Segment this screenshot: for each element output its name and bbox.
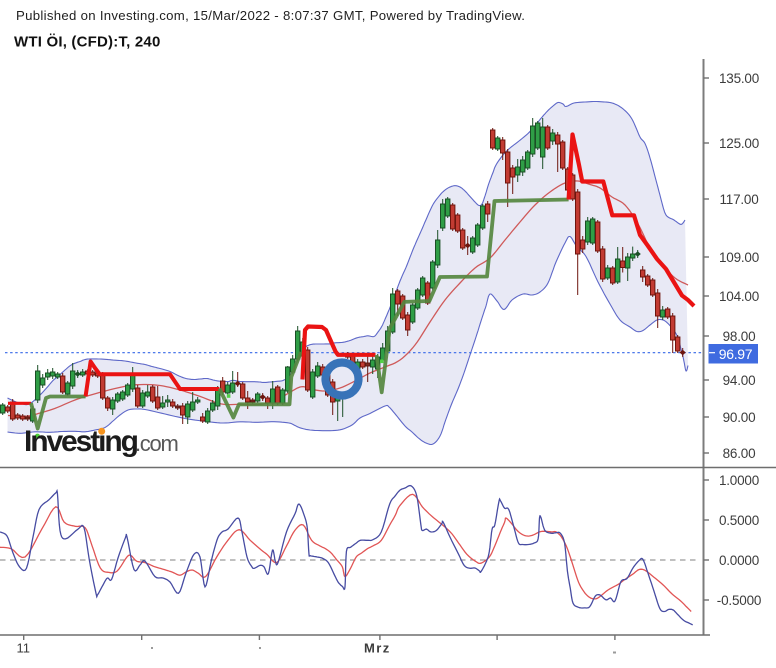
svg-text:135.00: 135.00 bbox=[719, 71, 759, 86]
svg-text:104.00: 104.00 bbox=[719, 289, 759, 304]
svg-text:11: 11 bbox=[17, 641, 31, 656]
svg-text:Investing: Investing bbox=[24, 425, 138, 458]
svg-text:0.0000: 0.0000 bbox=[719, 553, 759, 568]
svg-text:Mrz: Mrz bbox=[364, 641, 391, 656]
svg-text:109.00: 109.00 bbox=[719, 250, 759, 265]
svg-text:.com: .com bbox=[135, 431, 177, 456]
svg-text:Published on Investing.com, 15: Published on Investing.com, 15/Mar/2022 … bbox=[16, 8, 525, 23]
svg-text:125.00: 125.00 bbox=[719, 136, 759, 151]
svg-text:WTI ÖI, (CFD):T, 240: WTI ÖI, (CFD):T, 240 bbox=[14, 34, 161, 51]
svg-text:1.0000: 1.0000 bbox=[719, 473, 759, 488]
svg-text:86.00: 86.00 bbox=[723, 446, 756, 461]
svg-text:90.00: 90.00 bbox=[723, 410, 756, 425]
svg-text:117.00: 117.00 bbox=[719, 192, 758, 207]
svg-text:94.00: 94.00 bbox=[723, 373, 756, 388]
svg-text:98.00: 98.00 bbox=[723, 329, 756, 344]
svg-text:-0.5000: -0.5000 bbox=[717, 593, 761, 608]
svg-text:0.5000: 0.5000 bbox=[719, 513, 759, 528]
svg-text:96.97: 96.97 bbox=[719, 346, 753, 362]
